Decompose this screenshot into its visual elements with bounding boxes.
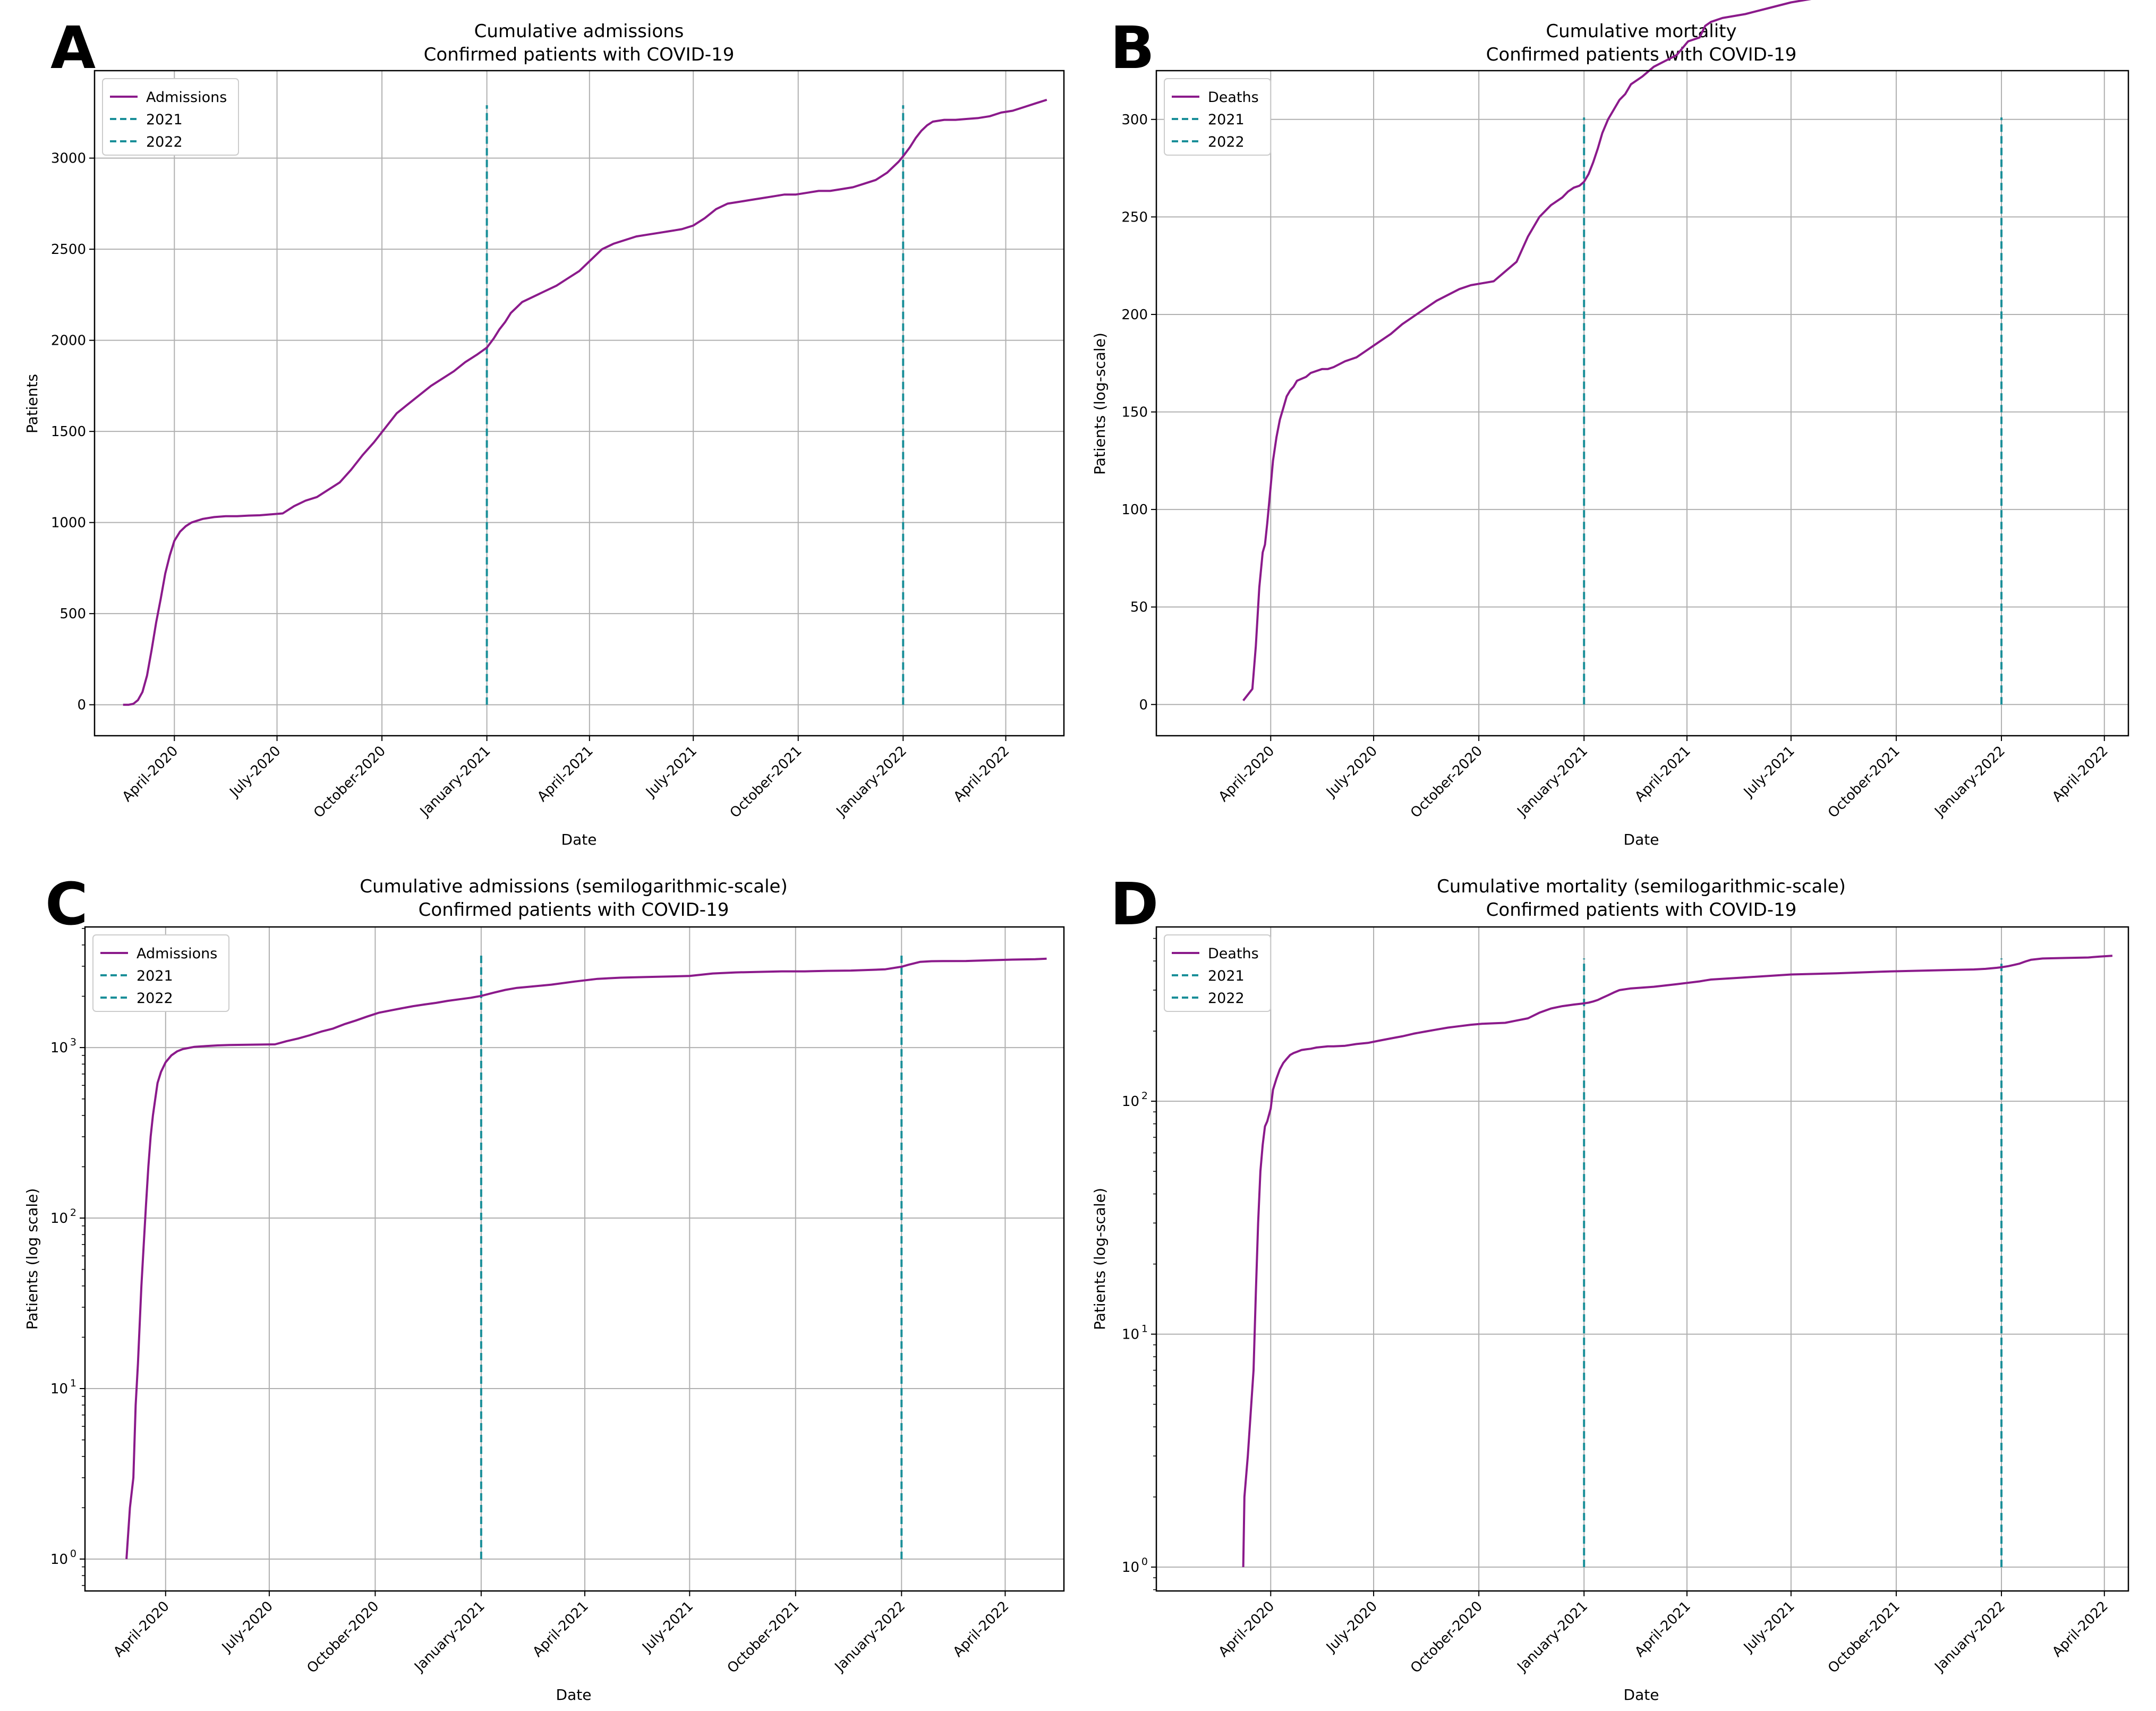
- legend-label: 2021: [1208, 968, 1245, 984]
- series-line-admissions: [125, 957, 1047, 1560]
- legend: Deaths 2021 2022: [1164, 78, 1271, 156]
- y-tick-exponent: 1: [1141, 1323, 1148, 1335]
- legend-label: 2021: [1208, 112, 1245, 128]
- panel-b-title: Cumulative mortality: [1546, 21, 1736, 42]
- axes-frame: [1155, 70, 2129, 737]
- panel-d-subtitle: Confirmed patients with COVID-19: [1486, 899, 1797, 921]
- panel-a-subtitle: Confirmed patients with COVID-19: [424, 44, 735, 65]
- y-tick-label: 100: [1121, 502, 1148, 518]
- series-line-admissions: [123, 98, 1047, 706]
- panel-b-ylabel: Patients (log-scale): [1091, 333, 1109, 475]
- panel-d-letter: D: [1110, 870, 1158, 938]
- grid: [1156, 71, 2128, 736]
- legend-label: Deaths: [1208, 89, 1259, 106]
- panel-b-letter: B: [1110, 14, 1155, 82]
- axes-frame: [84, 926, 1065, 1592]
- panel-d-ylabel: Patients (log-scale): [1091, 1188, 1109, 1330]
- y-tick-label: 200: [1121, 307, 1148, 323]
- y-tick-label: 3000: [51, 151, 86, 167]
- panel-a-title: Cumulative admissions: [474, 21, 684, 42]
- y-tick-label: 0: [77, 697, 86, 713]
- y-tick-label: 300: [1121, 112, 1148, 128]
- legend-label: 2022: [137, 990, 173, 1007]
- y-tick-label: 10: [1122, 1327, 1139, 1343]
- legend-label: 2021: [146, 112, 183, 128]
- y-tick-exponent: 0: [70, 1548, 76, 1560]
- y-tick-label: 500: [59, 606, 86, 622]
- legend-label: 2022: [146, 134, 183, 150]
- panel-b-subtitle: Confirmed patients with COVID-19: [1486, 44, 1797, 65]
- legend-label: 2021: [137, 968, 173, 984]
- legend-label: 2022: [1208, 134, 1245, 150]
- y-tick-label: 50: [1130, 600, 1148, 616]
- y-tick-label: 10: [50, 1040, 68, 1056]
- axes-frame: [93, 70, 1065, 737]
- series-line-deaths: [1242, 955, 2113, 1568]
- y-tick-label: 250: [1121, 209, 1148, 225]
- series-line-deaths: [1242, 0, 1812, 702]
- y-tick-exponent: 3: [70, 1036, 76, 1048]
- panel-c-ylabel: Patients (log scale): [23, 1188, 41, 1330]
- legend-label: Admissions: [146, 89, 227, 106]
- panel-a-xlabel: Date: [561, 831, 597, 848]
- panel-c-xlabel: Date: [556, 1686, 592, 1704]
- panel-a-letter: A: [50, 14, 96, 82]
- panel-d-title: Cumulative mortality (semilogarithmic-sc…: [1437, 876, 1846, 897]
- panel-c-letter: C: [45, 870, 88, 938]
- legend: Admissions 2021 2022: [102, 78, 239, 156]
- y-tick-exponent: 2: [1141, 1090, 1148, 1102]
- y-tick-label: 10: [50, 1211, 68, 1227]
- y-tick-label: 10: [1122, 1560, 1139, 1576]
- y-tick-label: 1500: [51, 424, 86, 440]
- panel-b-xlabel: Date: [1624, 831, 1659, 848]
- y-tick-exponent: 0: [1141, 1556, 1148, 1568]
- panel-a-ylabel: Patients: [23, 374, 41, 433]
- y-tick-label: 1000: [51, 515, 86, 531]
- y-tick-label: 2000: [51, 333, 86, 349]
- y-tick-label: 2500: [51, 242, 86, 258]
- y-tick-label: 150: [1121, 405, 1148, 421]
- y-tick-label: 10: [50, 1381, 68, 1397]
- y-tick-exponent: 1: [70, 1377, 76, 1389]
- y-tick-label: 10: [50, 1552, 68, 1568]
- panel-c-title: Cumulative admissions (semilogarithmic-s…: [360, 876, 787, 897]
- legend: Deaths 2021 2022: [1164, 934, 1271, 1012]
- legend-label: 2022: [1208, 990, 1245, 1007]
- legend-label: Deaths: [1208, 946, 1259, 962]
- axes-frame: [1155, 926, 2129, 1592]
- legend: Admissions 2021 2022: [92, 934, 229, 1012]
- panel-d-xlabel: Date: [1624, 1686, 1659, 1704]
- y-tick-label: 10: [1122, 1094, 1139, 1110]
- y-tick-exponent: 2: [70, 1207, 76, 1219]
- panel-c-subtitle: Confirmed patients with COVID-19: [419, 899, 729, 921]
- legend-label: Admissions: [137, 946, 217, 962]
- y-tick-label: 0: [1139, 697, 1148, 713]
